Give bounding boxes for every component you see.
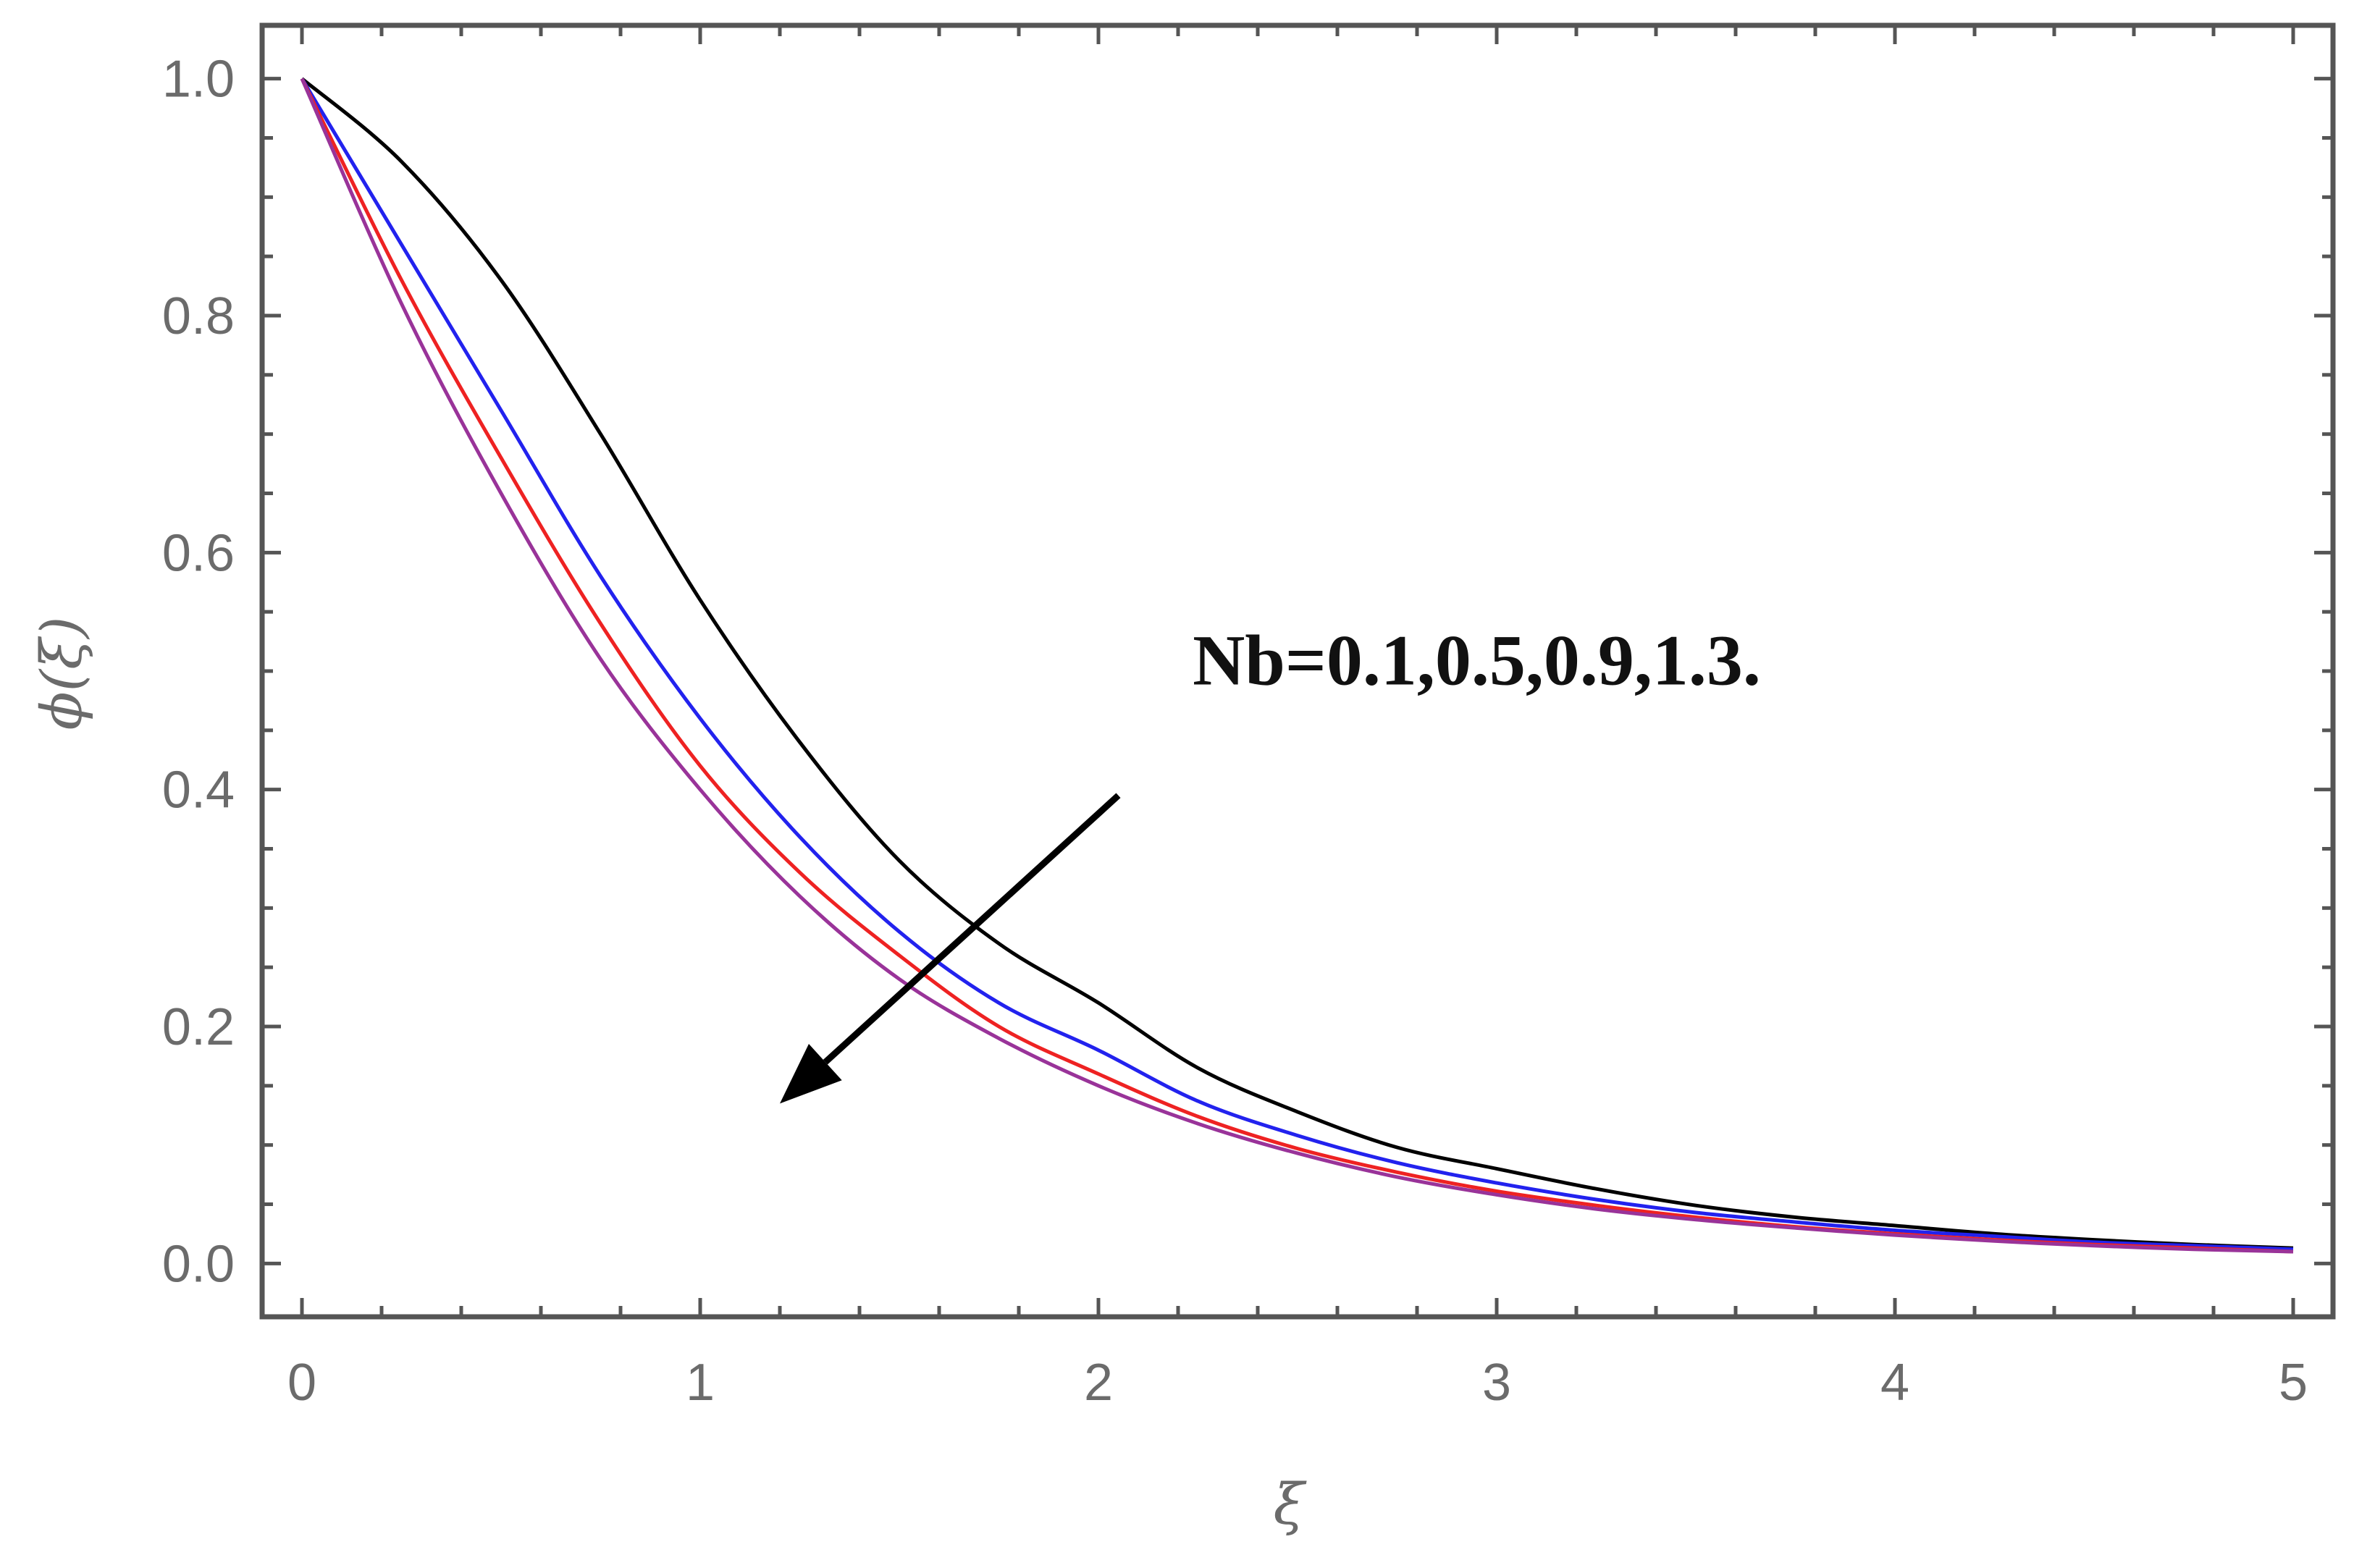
y-tick-label-0: 0.0: [162, 1235, 235, 1293]
y-tick-label-5: 1.0: [162, 51, 235, 109]
series-line-2: [300, 77, 2294, 1252]
annotation-text: Nb=0.1,0.5,0.9,1.3.: [1193, 620, 1761, 701]
x-tick-label-4: 4: [1880, 1354, 1909, 1412]
y-axis-title: ϕ(ξ): [30, 617, 95, 730]
x-axis-title: ξ: [1274, 1472, 1308, 1538]
y-tick-label-2: 0.4: [162, 762, 235, 819]
plot-frame: [259, 22, 2336, 1320]
x-tick-label-1: 1: [686, 1354, 715, 1412]
arrow-shaft: [823, 793, 1121, 1065]
arrow-layer: [780, 793, 1121, 1104]
series-line-1: [300, 77, 2294, 1250]
y-tick-label-3: 0.6: [162, 524, 235, 582]
x-tick-label-0: 0: [287, 1354, 316, 1412]
series-layer: [300, 77, 2294, 1254]
y-tick-label-4: 0.8: [162, 287, 235, 345]
label-layer: 0 1 2 3 4 5 0.0 0.2 0.4 0.6 0.8 1.0: [162, 51, 2308, 1412]
x-tick-label-5: 5: [2279, 1354, 2308, 1412]
series-line-4: [300, 77, 2294, 1254]
x-tick-label-3: 3: [1482, 1354, 1511, 1412]
arrow-head: [780, 1044, 842, 1104]
y-tick-label-1: 0.2: [162, 998, 235, 1056]
tick-layer: [262, 25, 2333, 1317]
x-tick-label-2: 2: [1084, 1354, 1113, 1412]
